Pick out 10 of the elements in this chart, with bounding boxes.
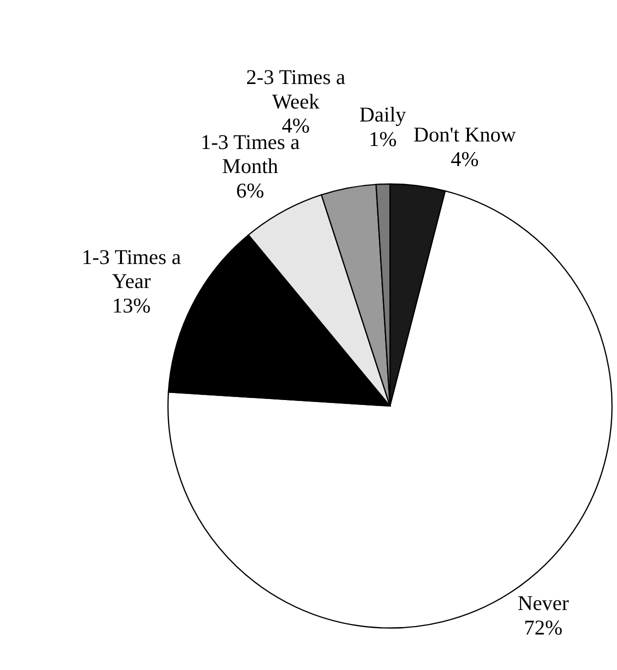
slice-label: Daily (359, 102, 407, 127)
data-label: 6% (236, 178, 264, 202)
data-label: 72% (524, 615, 562, 640)
slice-label: Don't Know (414, 122, 517, 147)
slice-label: 1-3 Times a Year (82, 245, 182, 294)
data-label: 13% (112, 293, 151, 318)
data-label: 4% (450, 146, 479, 171)
slice-label: Never (518, 591, 569, 616)
data-label: 1% (368, 126, 397, 151)
slice-label: 2-3 Times a Week (246, 65, 346, 114)
